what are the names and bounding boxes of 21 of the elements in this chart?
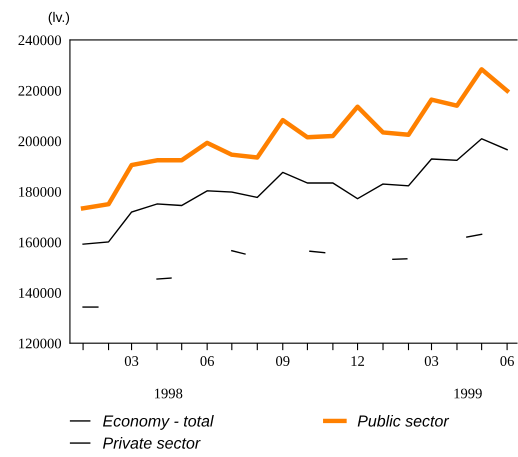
text: 1998 xyxy=(154,388,182,398)
x-tick-label: 03 xyxy=(124,356,138,366)
x-tick-label: 09 xyxy=(276,356,290,366)
x-tick-label: 12 xyxy=(352,356,364,366)
y-tick-label: 180000 xyxy=(19,186,62,197)
x-tick-label: 06 xyxy=(500,356,514,366)
y-axis-title: (lv.) xyxy=(48,12,70,25)
y-tick-label: 120000 xyxy=(19,338,62,348)
legend-label: Economy - total xyxy=(103,414,214,430)
line-series xyxy=(82,138,508,245)
legend-label: Public sector xyxy=(358,414,450,427)
y-tick-label: 200000 xyxy=(18,136,62,146)
y-tick-label: 160000 xyxy=(19,237,62,248)
x-tick-label: 06 xyxy=(200,356,214,366)
legend-label: Private sector xyxy=(103,437,201,449)
line-series xyxy=(80,67,510,210)
y-tick-label: 220000 xyxy=(18,86,62,96)
y-tick-label: 240000 xyxy=(18,35,62,46)
y-tick-label: 140000 xyxy=(19,288,62,298)
text: 1999 xyxy=(454,388,482,398)
x-tick-label: 03 xyxy=(424,356,438,366)
